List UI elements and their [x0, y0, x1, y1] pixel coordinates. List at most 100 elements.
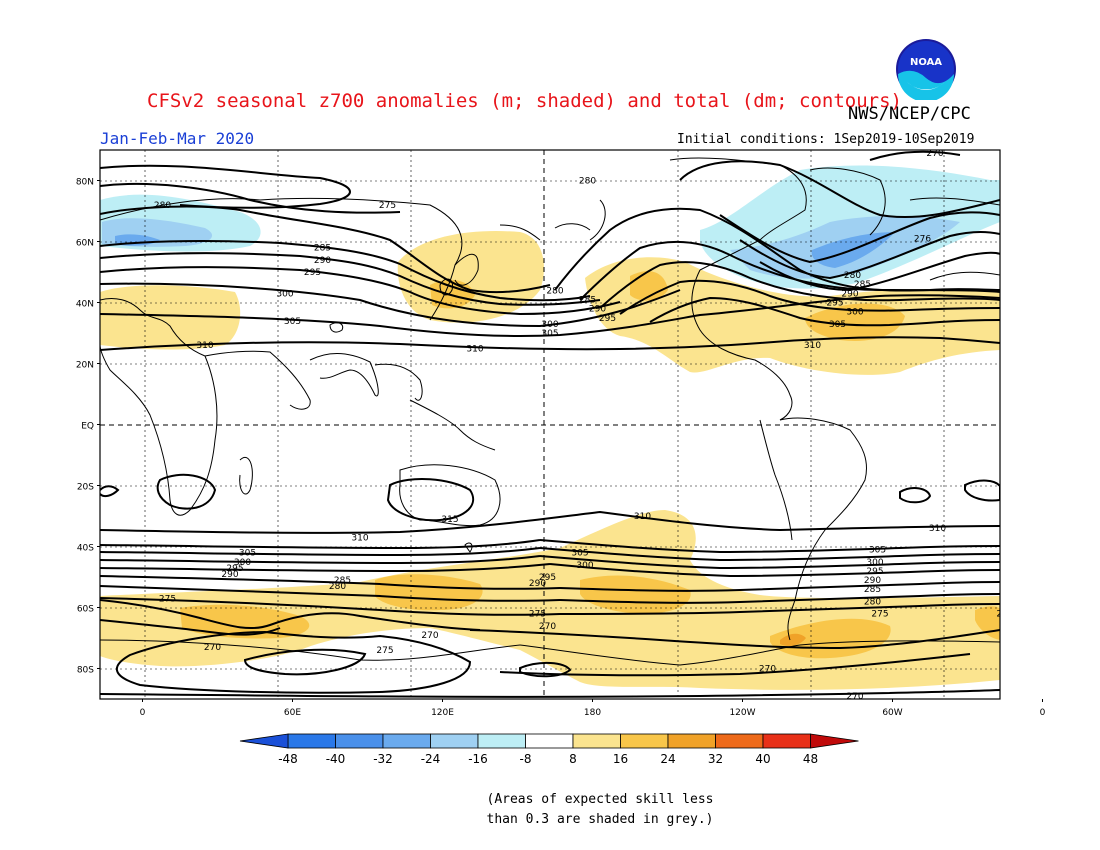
lat-lon-grid [100, 150, 1000, 699]
lat-label: 60N [76, 239, 94, 249]
contour-label: 275 [529, 610, 546, 620]
contour-label: 275 [376, 646, 393, 656]
color-bar-box [572, 733, 621, 749]
contour-label: 280 [844, 271, 861, 281]
contour-label: 295 [226, 564, 243, 574]
color-bar-label: 32 [708, 752, 723, 766]
contour-label: 280 [864, 597, 881, 607]
contour-label: 295 [304, 268, 321, 278]
contour-label: 300 [846, 308, 863, 318]
lon-label: 0 [1040, 708, 1046, 718]
color-bar-label: -24 [421, 752, 441, 766]
contour-label: 280 [579, 177, 596, 187]
contour-label: 295 [599, 314, 616, 324]
contour-label: 305 [284, 317, 301, 327]
noaa-logo-text: NOAA [910, 57, 942, 68]
color-bar-arrow-left [239, 733, 289, 749]
contour-label: 276 [914, 234, 931, 244]
color-bar-label: 16 [613, 752, 628, 766]
color-bar-label: -40 [326, 752, 346, 766]
contour-label: 300 [276, 289, 293, 299]
contour-label: 270 [996, 610, 1013, 620]
contour-label: 270 [846, 692, 863, 702]
contour-label: 270 [926, 149, 943, 159]
height-contours [100, 150, 1000, 698]
color-bar-box [382, 733, 431, 749]
contour-label: 295 [539, 573, 556, 583]
contour-label: 310 [351, 533, 368, 543]
contour-label: 270 [421, 631, 438, 641]
color-bar-box [335, 733, 384, 749]
contour-label: 270 [759, 665, 776, 675]
color-bar-box [430, 733, 479, 749]
color-bar-box [762, 733, 811, 749]
contour-label: 285 [579, 295, 596, 305]
lat-label: 80S [77, 666, 94, 676]
color-bar-label: 24 [660, 752, 675, 766]
lat-label: 40S [77, 544, 94, 554]
latitude-axis: 80N 60N 40N 20N EQ 20S 40S 60S 80S [76, 178, 100, 676]
color-bar-box [667, 733, 716, 749]
equator-dateline [100, 150, 1000, 699]
contour-label: 315 [441, 515, 458, 525]
contour-label: 300 [541, 320, 558, 330]
color-bar: -48 -40 -32 -24 -16 -8 8 16 24 32 40 48 [239, 733, 859, 766]
color-bar-label: 48 [803, 752, 818, 766]
contour-label: 305 [239, 549, 256, 559]
lon-label: 0 [140, 708, 146, 718]
lat-label: 20S [77, 483, 94, 493]
lat-label: EQ [81, 422, 94, 432]
lon-label: 120W [729, 708, 755, 718]
forecast-period: Jan-Feb-Mar 2020 [100, 129, 255, 148]
color-bar-box [715, 733, 764, 749]
contour-label: 280 [329, 582, 346, 592]
color-bar-label: -8 [520, 752, 532, 766]
color-bar-box [525, 733, 574, 749]
contour-label: 290 [314, 256, 331, 266]
initial-conditions: Initial conditions: 1Sep2019-10Sep2019 [677, 132, 975, 147]
contour-label: 285 [314, 244, 331, 254]
contour-label: 310 [929, 524, 946, 534]
contour-label: 310 [804, 341, 821, 351]
contour-label: 285 [334, 576, 351, 586]
skill-note-line-2: than 0.3 are shaded in grey.) [486, 812, 714, 827]
contour-label: 285 [864, 585, 881, 595]
lon-label: 120E [431, 708, 454, 718]
chart-title: CFSv2 seasonal z700 anomalies (m; shaded… [147, 90, 902, 112]
contour-label: 275 [379, 201, 396, 211]
color-bar-label: 8 [569, 752, 577, 766]
color-bar-label: 40 [755, 752, 770, 766]
contour-label: 305 [571, 549, 588, 559]
contour-label: 310 [634, 512, 651, 522]
contour-label: 300 [576, 561, 593, 571]
skill-note-line-1: (Areas of expected skill less [486, 792, 714, 807]
contour-label: 290 [841, 289, 858, 299]
color-bar-arrow-right [810, 733, 859, 749]
noaa-logo: NOAA [896, 39, 956, 100]
contour-label: 280 [546, 286, 563, 296]
lon-label: 60E [284, 708, 301, 718]
skill-note: (Areas of expected skill less than 0.3 a… [470, 790, 730, 830]
contour-label: 290 [589, 305, 606, 315]
contour-label: 300 [234, 558, 251, 568]
lon-label: 180 [584, 708, 601, 718]
coastlines [100, 157, 1000, 666]
color-bar-label: -48 [278, 752, 298, 766]
agency-label: NWS/NCEP/CPC [848, 104, 971, 124]
color-bar-label: -16 [468, 752, 488, 766]
contour-label: 285 [854, 280, 871, 290]
contour-label: 280 [154, 201, 171, 211]
contour-label: 290 [864, 576, 881, 586]
contour-label: 305 [869, 546, 886, 556]
contour-label: 310 [196, 341, 213, 351]
lat-label: 60S [77, 605, 94, 615]
contour-label: 310 [466, 344, 483, 354]
contour-label: 275 [159, 594, 176, 604]
color-bar-box [287, 733, 336, 749]
lon-label: 60W [882, 708, 902, 718]
longitude-axis: 0 60E 120E 180 120W 60W 0 [140, 699, 1046, 718]
contour-label: 270 [204, 643, 221, 653]
contour-label: 290 [529, 579, 546, 589]
contour-label: 305 [829, 320, 846, 330]
